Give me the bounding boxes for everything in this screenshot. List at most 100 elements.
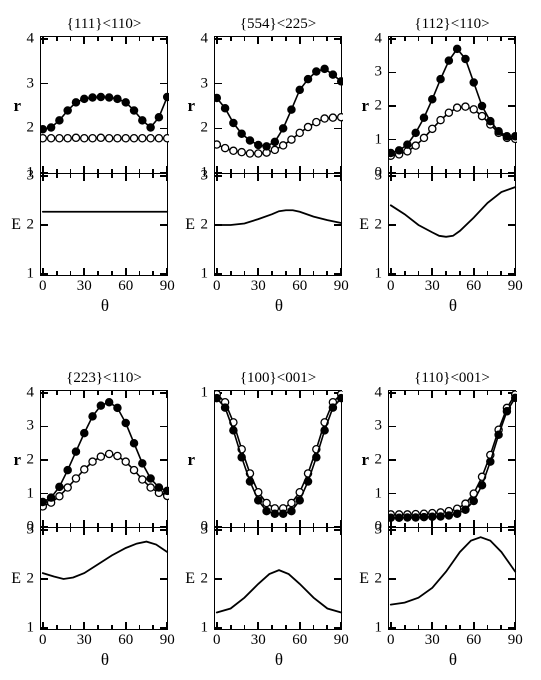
y-tick-label: 1 [375,485,383,502]
x-tick-label: 0 [387,632,395,649]
y-tick-label: 1 [27,485,35,502]
panel-title: {110}<001> [414,370,490,387]
x-tick-label: 90 [334,278,349,295]
y-tick-label: 2 [375,452,383,469]
y-tick-label: 4 [375,30,383,47]
x-tick-label: 60 [292,632,307,649]
panel-title: {223}<110> [66,370,142,387]
y-tick-label: 1 [27,266,35,283]
e-plot: 0306090123Eθ [40,174,168,276]
panel-title: {554}<225> [240,16,316,33]
x-tick-label: 30 [77,632,92,649]
r-axis-label: r [361,450,369,470]
r-plot: 01r [214,390,342,528]
chart-panel: {111}<110> 1234r0306090123Eθ [40,16,198,324]
x-tick-label: 30 [251,632,266,649]
x-tick-label: 30 [251,278,266,295]
x-tick-label: 90 [160,278,175,295]
e-axis-label: E [359,216,369,234]
y-tick-label: 3 [375,418,383,435]
y-tick-label: 1 [201,384,209,401]
y-tick-label: 2 [201,120,209,137]
y-tick-label: 2 [375,571,383,588]
e-plot: 0306090123Eθ [40,528,168,630]
x-tick-label: 0 [387,278,395,295]
y-tick-label: 3 [27,521,35,538]
y-tick-label: 3 [201,75,209,92]
y-tick-label: 2 [375,217,383,234]
r-axis-label: r [13,450,21,470]
chart-panel: {110}<001> 01234r0306090123Eθ [388,370,541,678]
r-plot: 1234r [214,36,342,174]
y-tick-label: 3 [27,167,35,184]
r-axis-label: r [187,450,195,470]
x-tick-label: 60 [466,632,481,649]
chart-panel: {223}<110> 01234r0306090123Eθ [40,370,198,678]
r-plot: 01234r [40,390,168,528]
y-tick-label: 4 [27,30,35,47]
e-axis-label: E [185,216,195,234]
y-tick-label: 1 [375,266,383,283]
x-tick-label: 30 [425,632,440,649]
theta-axis-label: θ [275,650,283,670]
e-axis-label: E [185,570,195,588]
e-plot: 0306090123Eθ [388,528,516,630]
panel-title: {111}<110> [67,16,142,33]
y-tick-label: 3 [201,521,209,538]
x-tick-label: 0 [213,278,221,295]
r-plot: 01234r [388,36,516,174]
x-tick-label: 60 [118,278,133,295]
e-axis-label: E [359,570,369,588]
e-plot: 0306090123Eθ [388,174,516,276]
r-axis-label: r [361,96,369,116]
r-axis-label: r [187,96,195,116]
e-plot: 0306090123Eθ [214,174,342,276]
theta-axis-label: θ [101,296,109,316]
x-tick-label: 0 [39,632,47,649]
theta-axis-label: θ [275,296,283,316]
y-tick-label: 3 [375,167,383,184]
e-axis-label: E [11,216,21,234]
y-tick-label: 1 [375,131,383,148]
r-plot: 1234r [40,36,168,174]
panel-title: {100}<001> [240,370,316,387]
x-tick-label: 90 [334,632,349,649]
y-tick-label: 4 [27,384,35,401]
chart-panel: {554}<225> 1234r0306090123Eθ [214,16,372,324]
y-tick-label: 2 [201,571,209,588]
y-tick-label: 4 [375,384,383,401]
theta-axis-label: θ [101,650,109,670]
x-tick-label: 90 [508,278,523,295]
x-tick-label: 60 [118,632,133,649]
x-tick-label: 60 [292,278,307,295]
y-tick-label: 1 [201,266,209,283]
y-tick-label: 2 [27,571,35,588]
y-tick-label: 3 [375,521,383,538]
theta-axis-label: θ [449,650,457,670]
y-tick-label: 3 [27,75,35,92]
r-plot: 01234r [388,390,516,528]
e-plot: 0306090123Eθ [214,528,342,630]
y-tick-label: 1 [375,620,383,637]
x-tick-label: 30 [77,278,92,295]
panel-title: {112}<110> [414,16,489,33]
x-tick-label: 90 [160,632,175,649]
y-tick-label: 2 [375,98,383,115]
chart-panel: {112}<110> 01234r0306090123Eθ [388,16,541,324]
x-tick-label: 60 [466,278,481,295]
x-tick-label: 0 [213,632,221,649]
y-tick-label: 4 [201,30,209,47]
x-tick-label: 30 [425,278,440,295]
theta-axis-label: θ [449,296,457,316]
y-tick-label: 1 [27,620,35,637]
y-tick-label: 3 [201,167,209,184]
y-tick-label: 1 [201,620,209,637]
chart-panel: {100}<001> 01r0306090123Eθ [214,370,372,678]
y-tick-label: 3 [375,64,383,81]
y-tick-label: 2 [27,120,35,137]
e-axis-label: E [11,570,21,588]
r-axis-label: r [13,96,21,116]
y-tick-label: 3 [27,418,35,435]
y-tick-label: 2 [201,217,209,234]
x-tick-label: 0 [39,278,47,295]
